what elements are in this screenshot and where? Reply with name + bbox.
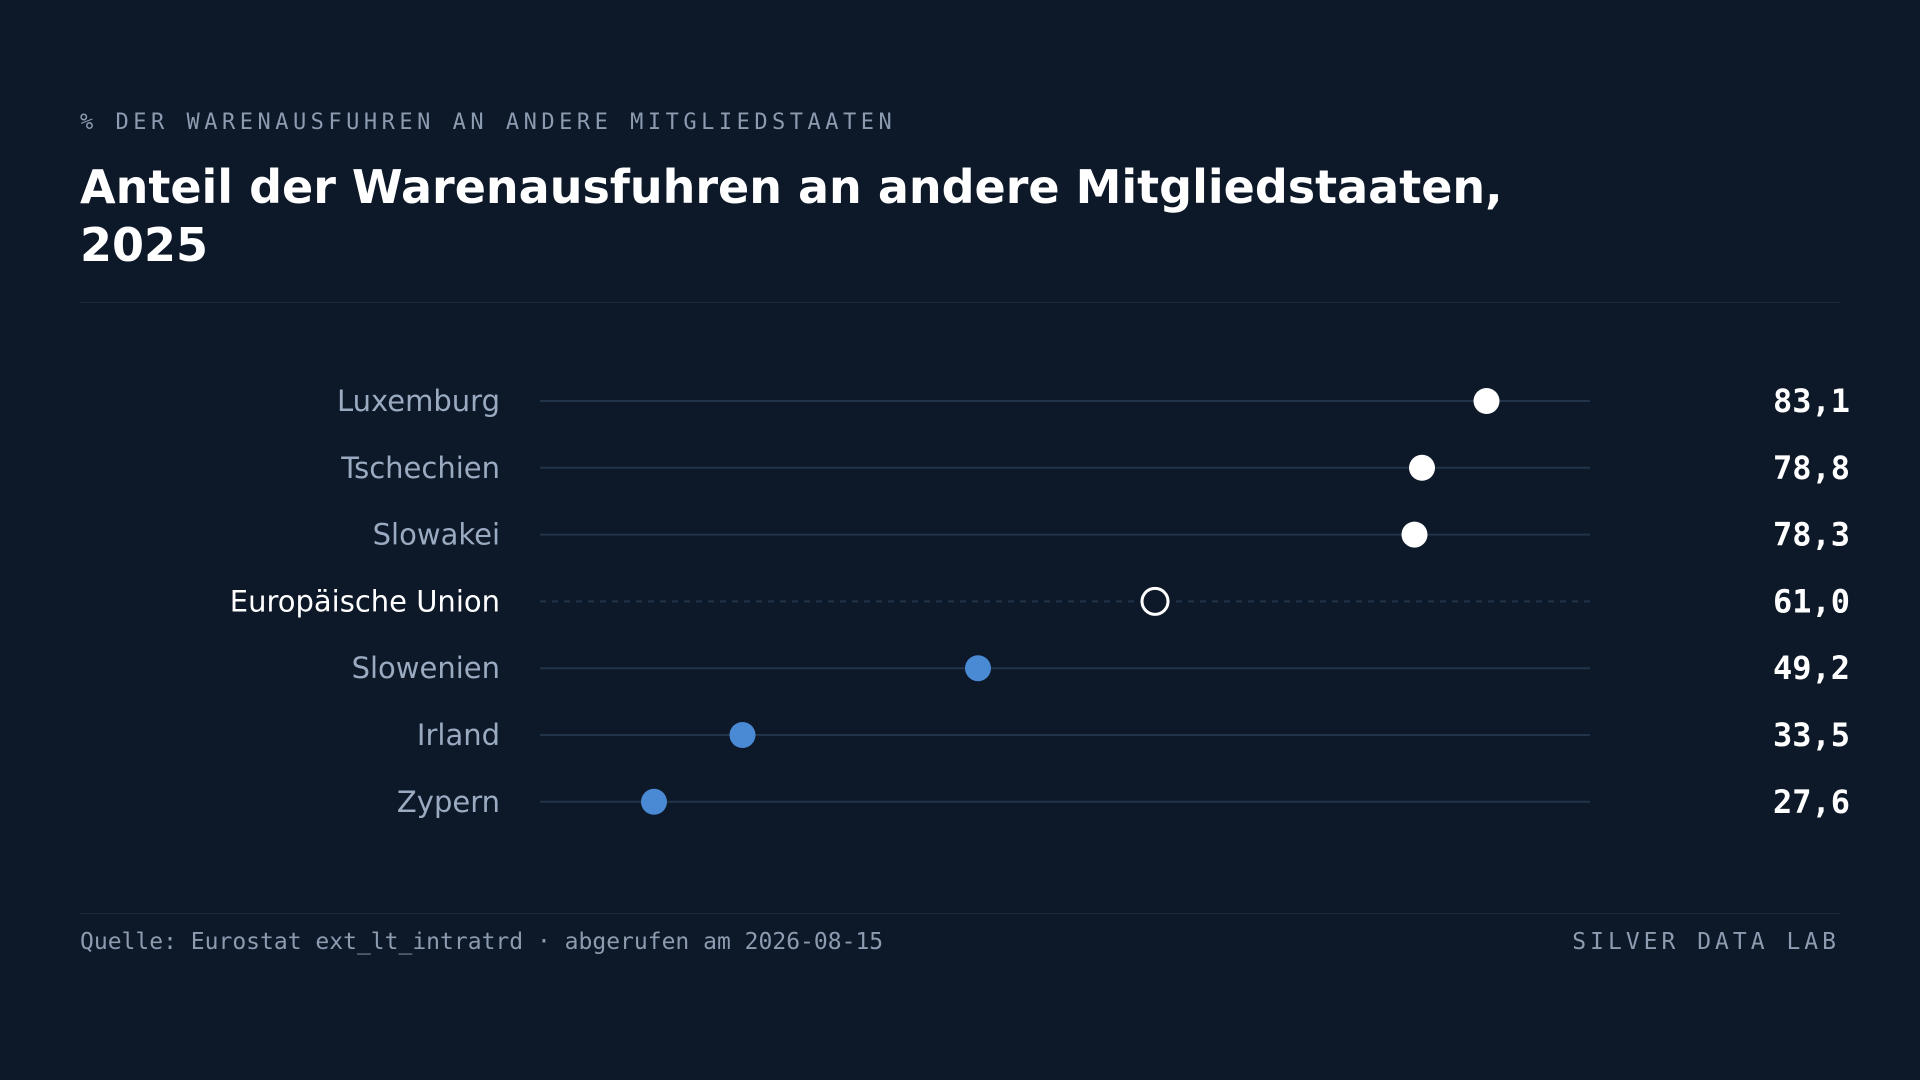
category-label: Tschechien	[340, 451, 500, 485]
value-label: 78,3	[1773, 516, 1850, 554]
value-label: 78,8	[1773, 449, 1850, 487]
category-label: Zypern	[397, 785, 500, 819]
data-point	[965, 655, 991, 682]
footer-divider	[80, 913, 1840, 914]
data-point	[1409, 454, 1435, 481]
data-point	[641, 788, 667, 815]
row-tschechien: Tschechien 78,8	[340, 449, 1850, 487]
row-zypern: Zypern 27,6	[397, 783, 1850, 821]
row-luxemburg: Luxemburg 83,1	[337, 382, 1850, 420]
category-label: Irland	[417, 718, 500, 752]
data-point	[1401, 521, 1428, 548]
data-point	[1140, 586, 1170, 616]
value-label: 33,5	[1773, 716, 1850, 754]
chart-title: Anteil der Warenausfuhren an andere Mitg…	[80, 160, 1503, 272]
source-note: Quelle: Eurostat ext_lt_intratrd · abger…	[80, 929, 884, 955]
row-irland: Irland 33,5	[417, 716, 1850, 754]
category-label: Europäische Union	[230, 584, 500, 618]
category-label: Slowakei	[373, 518, 500, 552]
data-point	[729, 722, 756, 748]
category-label: Slowenien	[352, 651, 500, 685]
value-label: 27,6	[1773, 783, 1850, 821]
row-europ-ische-union: Europäische Union 61,0	[230, 582, 1850, 620]
category-label: Luxemburg	[337, 384, 500, 418]
row-slowenien: Slowenien 49,2	[352, 649, 1850, 687]
row-slowakei: Slowakei 78,3	[373, 516, 1850, 554]
value-label: 49,2	[1773, 649, 1850, 687]
value-label: 61,0	[1773, 582, 1850, 620]
data-point	[1473, 388, 1500, 414]
brand-label: SILVER DATA LAB	[1572, 929, 1840, 955]
header-divider	[80, 302, 1840, 303]
chart-eyebrow: % DER WARENAUSFUHREN AN ANDERE MITGLIEDS…	[80, 110, 897, 135]
value-label: 83,1	[1773, 382, 1850, 420]
